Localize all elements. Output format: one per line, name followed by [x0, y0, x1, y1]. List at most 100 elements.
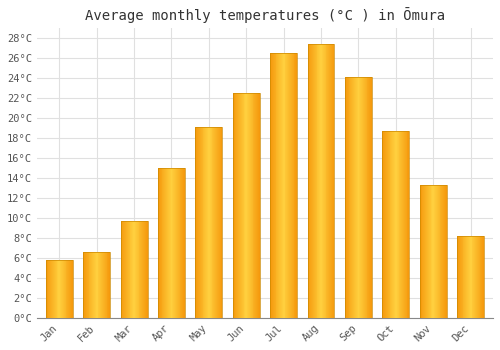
- Bar: [255, 93, 256, 318]
- Bar: [321, 44, 322, 318]
- Bar: [170, 168, 172, 318]
- Bar: [291, 53, 292, 318]
- Bar: [244, 93, 246, 318]
- Bar: [234, 93, 236, 318]
- Bar: [94, 252, 95, 318]
- Bar: [330, 44, 331, 318]
- Bar: [364, 77, 366, 318]
- Bar: [158, 168, 159, 318]
- Bar: [236, 93, 238, 318]
- Bar: [280, 53, 281, 318]
- Bar: [355, 77, 356, 318]
- Bar: [313, 44, 314, 318]
- Bar: [394, 131, 395, 318]
- Bar: [180, 168, 182, 318]
- Bar: [324, 44, 326, 318]
- Bar: [346, 77, 347, 318]
- Bar: [436, 185, 437, 318]
- Bar: [459, 236, 460, 318]
- Bar: [476, 236, 477, 318]
- Bar: [326, 44, 328, 318]
- Bar: [217, 127, 218, 318]
- Bar: [398, 131, 400, 318]
- Bar: [308, 44, 310, 318]
- Bar: [204, 127, 205, 318]
- Bar: [256, 93, 257, 318]
- Bar: [390, 131, 392, 318]
- Bar: [437, 185, 438, 318]
- Bar: [142, 221, 143, 318]
- Bar: [329, 44, 330, 318]
- Bar: [465, 236, 466, 318]
- Bar: [458, 236, 459, 318]
- Bar: [384, 131, 385, 318]
- Bar: [392, 131, 393, 318]
- Bar: [158, 168, 185, 318]
- Bar: [345, 77, 372, 318]
- Bar: [466, 236, 467, 318]
- Bar: [134, 221, 135, 318]
- Bar: [196, 127, 197, 318]
- Bar: [257, 93, 258, 318]
- Bar: [103, 252, 104, 318]
- Bar: [212, 127, 214, 318]
- Bar: [282, 53, 284, 318]
- Bar: [279, 53, 280, 318]
- Bar: [201, 127, 202, 318]
- Bar: [52, 260, 53, 318]
- Bar: [311, 44, 312, 318]
- Bar: [444, 185, 445, 318]
- Bar: [319, 44, 320, 318]
- Bar: [312, 44, 313, 318]
- Bar: [86, 252, 87, 318]
- Bar: [386, 131, 387, 318]
- Bar: [50, 260, 51, 318]
- Bar: [87, 252, 88, 318]
- Bar: [59, 260, 60, 318]
- Bar: [468, 236, 469, 318]
- Bar: [199, 127, 200, 318]
- Bar: [322, 44, 323, 318]
- Bar: [206, 127, 207, 318]
- Bar: [258, 93, 259, 318]
- Bar: [55, 260, 56, 318]
- Bar: [469, 236, 470, 318]
- Bar: [196, 127, 222, 318]
- Bar: [54, 260, 55, 318]
- Bar: [480, 236, 482, 318]
- Bar: [400, 131, 401, 318]
- Bar: [109, 252, 110, 318]
- Bar: [247, 93, 248, 318]
- Bar: [46, 260, 48, 318]
- Bar: [218, 127, 220, 318]
- Bar: [254, 93, 255, 318]
- Bar: [426, 185, 427, 318]
- Bar: [387, 131, 388, 318]
- Bar: [420, 185, 446, 318]
- Bar: [430, 185, 432, 318]
- Bar: [102, 252, 103, 318]
- Bar: [320, 44, 321, 318]
- Bar: [402, 131, 403, 318]
- Bar: [176, 168, 177, 318]
- Bar: [252, 93, 254, 318]
- Bar: [382, 131, 409, 318]
- Bar: [172, 168, 173, 318]
- Bar: [460, 236, 462, 318]
- Bar: [354, 77, 355, 318]
- Bar: [48, 260, 50, 318]
- Bar: [478, 236, 480, 318]
- Bar: [69, 260, 70, 318]
- Bar: [401, 131, 402, 318]
- Bar: [360, 77, 361, 318]
- Bar: [286, 53, 287, 318]
- Bar: [276, 53, 278, 318]
- Bar: [440, 185, 442, 318]
- Bar: [63, 260, 64, 318]
- Bar: [328, 44, 329, 318]
- Bar: [182, 168, 183, 318]
- Bar: [270, 53, 271, 318]
- Bar: [133, 221, 134, 318]
- Bar: [197, 127, 198, 318]
- Bar: [60, 260, 61, 318]
